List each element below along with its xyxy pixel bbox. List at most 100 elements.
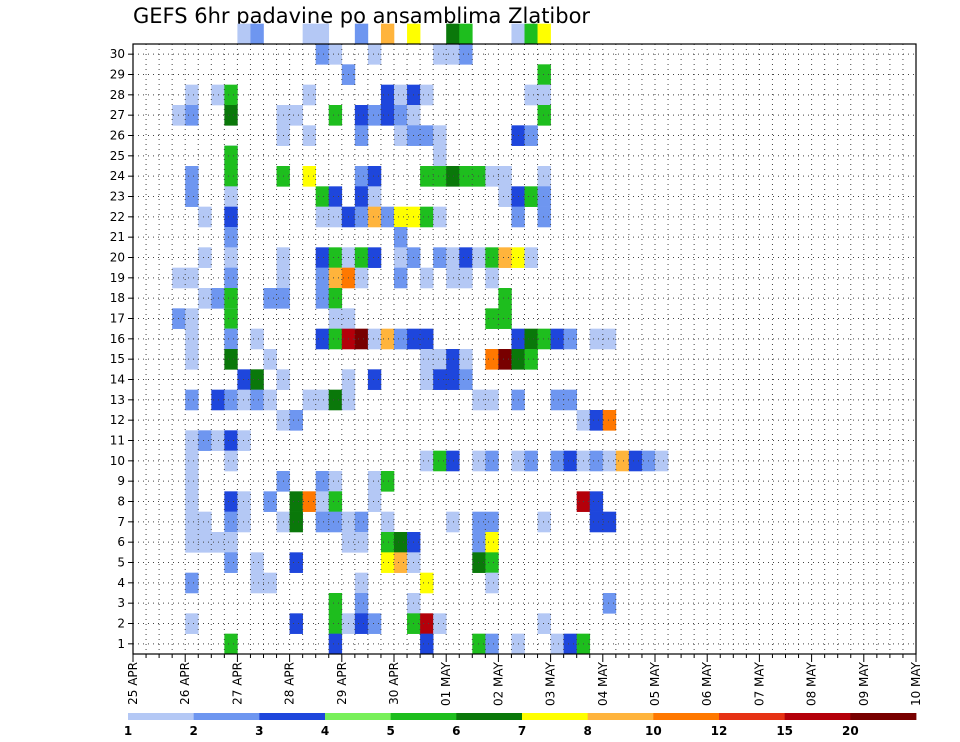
heatmap-cell [302, 389, 316, 411]
colorbar-label: 10 [645, 724, 662, 738]
heatmap-cell [224, 552, 238, 573]
colorbar-swatch [587, 713, 654, 720]
heatmap-cell [224, 206, 238, 228]
heatmap-cell [433, 166, 447, 187]
grid-lines [133, 44, 916, 654]
heatmap-cell [354, 532, 369, 553]
heatmap-cell [211, 532, 225, 553]
heatmap-cell [550, 328, 564, 350]
y-tick-label: 22 [110, 210, 125, 224]
heatmap-cell [459, 369, 473, 390]
y-tick-label: 14 [110, 373, 125, 387]
heatmap-cell [289, 491, 303, 512]
heatmap-cell [367, 471, 382, 492]
heatmap-cell [420, 206, 434, 228]
y-tick-label: 1 [117, 637, 125, 651]
heatmap-cell [394, 206, 408, 228]
heatmap-cell [537, 613, 551, 634]
heatmap-cell [315, 186, 330, 207]
colorbar-swatch [522, 713, 589, 720]
heatmap-cell [315, 389, 330, 411]
heatmap-cell [602, 450, 617, 472]
heatmap-cell [537, 328, 551, 350]
y-tick-label: 29 [110, 68, 125, 82]
y-tick-label: 7 [117, 515, 125, 529]
y-tick-label: 21 [110, 230, 125, 244]
heatmap-cell [394, 227, 408, 248]
colorbar-swatch [390, 713, 457, 720]
colorbar-swatch [325, 713, 392, 720]
heatmap-cell [263, 288, 277, 309]
heatmap-cell [328, 247, 343, 268]
heatmap-cell [537, 511, 551, 533]
heatmap-cell [485, 308, 499, 329]
x-tick-label: 03 MAY [544, 661, 558, 706]
heatmap-cell [250, 389, 264, 411]
heatmap-cell [420, 125, 434, 146]
y-tick-label: 3 [117, 596, 125, 610]
x-tick-label: 10 MAY [909, 661, 923, 706]
heatmap-cell [237, 389, 251, 411]
heatmap-cell [485, 532, 499, 553]
heatmap-cell [328, 633, 343, 655]
heatmap-cell [328, 491, 343, 512]
heatmap-cell [289, 511, 303, 533]
x-tick-label: 06 MAY [700, 661, 714, 706]
heatmap-cell [328, 471, 343, 492]
heatmap-cell [420, 84, 434, 106]
colorbar-label: 7 [518, 724, 526, 738]
heatmap-cell [563, 450, 577, 472]
heatmap-cell [394, 105, 408, 126]
x-tick-label: 08 MAY [805, 661, 819, 706]
colorbar-label: 15 [776, 724, 793, 738]
heatmap-cell [185, 613, 199, 634]
heatmap-cell [433, 369, 447, 390]
heatmap-cell [655, 450, 669, 472]
heatmap-cell [524, 186, 538, 207]
heatmap-cell [550, 450, 564, 472]
heatmap-cell [185, 308, 199, 329]
colorbar-label: 3 [255, 724, 263, 738]
heatmap-cell [602, 328, 617, 350]
heatmap-cell [198, 206, 212, 228]
heatmap-cell [354, 247, 369, 268]
x-tick-label: 04 MAY [596, 661, 610, 706]
y-tick-label: 2 [117, 617, 125, 631]
heatmap-cell [433, 125, 447, 146]
heatmap-cell [485, 166, 499, 187]
colorbar-swatch [456, 713, 523, 720]
heatmap-cell [485, 633, 499, 655]
y-tick-label: 18 [110, 291, 125, 305]
heatmap-cell [185, 105, 199, 126]
heatmap-cell [224, 227, 238, 248]
y-tick-label: 23 [110, 190, 125, 204]
heatmap-cell [185, 166, 199, 187]
heatmap-cell [250, 369, 264, 390]
heatmap-cell [211, 84, 225, 106]
heatmap-cell [446, 349, 460, 370]
heatmap-cell [328, 267, 343, 289]
heatmap-cell [420, 572, 434, 594]
heatmap-cell [485, 572, 499, 594]
heatmap-cell [224, 84, 238, 106]
heatmap-cell [602, 593, 617, 614]
heatmap-cell [328, 186, 343, 207]
y-tick-label: 16 [110, 332, 125, 346]
heatmap-cell [420, 369, 434, 390]
heatmap-cell [185, 349, 199, 370]
colorbar-label: 5 [386, 724, 394, 738]
heatmap-cell [328, 613, 343, 634]
heatmap-cell [354, 593, 369, 614]
heatmap-cell [524, 349, 538, 370]
heatmap-cell [224, 532, 238, 553]
heatmap-cell [354, 125, 369, 146]
heatmap-cell [250, 572, 264, 594]
heatmap-cell [420, 613, 434, 634]
heatmap-cell [433, 349, 447, 370]
heatmap-cell [224, 389, 238, 411]
heatmap-cell [459, 44, 473, 65]
heatmap-cell [315, 267, 330, 289]
heatmap-cell [446, 369, 460, 390]
heatmap-cell [589, 491, 604, 512]
colorbar-label: 8 [583, 724, 591, 738]
